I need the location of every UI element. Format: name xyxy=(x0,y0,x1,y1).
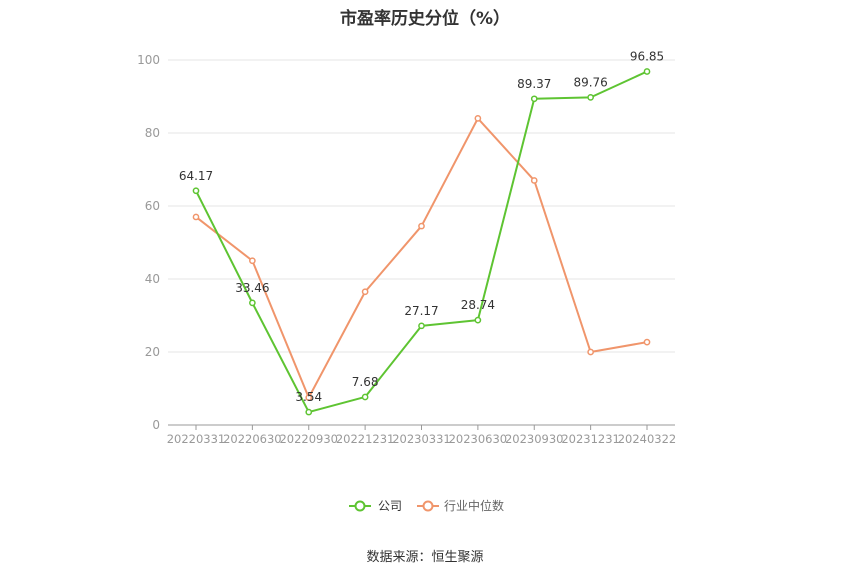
y-tick-label: 0 xyxy=(152,418,160,432)
data-point[interactable] xyxy=(361,288,369,296)
legend-item-1[interactable]: 行业中位数 xyxy=(417,498,504,513)
y-tick-label: 40 xyxy=(145,272,160,286)
x-tick-label: 20231231 xyxy=(561,432,620,446)
x-tick-label: 20220331 xyxy=(167,432,226,446)
x-tick-label: 20230331 xyxy=(392,432,451,446)
legend-swatch-marker xyxy=(422,500,434,512)
data-label: 27.17 xyxy=(404,304,438,318)
data-point[interactable] xyxy=(249,257,256,265)
data-point[interactable] xyxy=(530,177,538,184)
x-tick-label: 20230630 xyxy=(449,432,508,446)
series-line-1 xyxy=(195,117,648,399)
data-point[interactable] xyxy=(192,213,200,221)
data-point[interactable] xyxy=(361,393,369,401)
data-point[interactable] xyxy=(643,338,651,346)
data-point[interactable] xyxy=(418,322,425,330)
data-point[interactable] xyxy=(305,408,313,416)
data-point[interactable] xyxy=(643,68,651,75)
data-point[interactable] xyxy=(474,115,482,122)
data-point[interactable] xyxy=(249,299,256,307)
x-tick-label: 20220630 xyxy=(223,432,282,446)
legend-label: 行业中位数 xyxy=(444,498,504,513)
legend[interactable]: 公司 行业中位数 xyxy=(349,498,504,513)
y-tick-label: 60 xyxy=(145,199,160,213)
data-point[interactable] xyxy=(587,348,594,356)
data-label: 3.54 xyxy=(295,390,322,404)
data-point[interactable] xyxy=(474,316,482,324)
legend-swatch-marker xyxy=(354,500,366,512)
data-label: 64.17 xyxy=(179,169,213,183)
legend-label: 公司 xyxy=(378,499,402,513)
series-line-0 xyxy=(195,70,648,414)
data-point[interactable] xyxy=(530,95,538,103)
x-tick-label: 20221231 xyxy=(336,432,395,446)
data-label: 7.68 xyxy=(352,375,379,389)
data-label: 89.76 xyxy=(573,75,607,89)
y-tick-label: 20 xyxy=(145,345,160,359)
chart-title: 市盈率历史分位（%） xyxy=(339,9,511,29)
x-axis-ticks: 2022033120220630202209302022123120230331… xyxy=(167,425,677,446)
y-tick-label: 80 xyxy=(145,126,160,140)
x-tick-label: 20230930 xyxy=(505,432,564,446)
series-layer xyxy=(192,68,651,416)
data-label: 96.85 xyxy=(630,49,664,63)
data-label: 28.74 xyxy=(461,298,495,312)
data-point[interactable] xyxy=(418,222,425,230)
data-point[interactable] xyxy=(192,187,200,195)
legend-item-0[interactable]: 公司 xyxy=(349,499,402,513)
data-point[interactable] xyxy=(305,394,313,401)
data-source: 数据来源：恒生聚源 xyxy=(366,550,484,565)
y-axis-ticks: 0 20 40 60 80 100 xyxy=(137,53,160,432)
data-point[interactable] xyxy=(587,94,594,101)
data-label: 89.37 xyxy=(517,77,551,91)
data-label: 33.46 xyxy=(235,281,269,295)
x-tick-label: 20220930 xyxy=(279,432,338,446)
x-tick-label: 20240322 xyxy=(618,432,677,446)
y-tick-label: 100 xyxy=(137,53,160,67)
data-labels: 64.17 33.46 3.54 7.68 27.17 28.74 89.37 89.76 96… xyxy=(179,49,664,404)
